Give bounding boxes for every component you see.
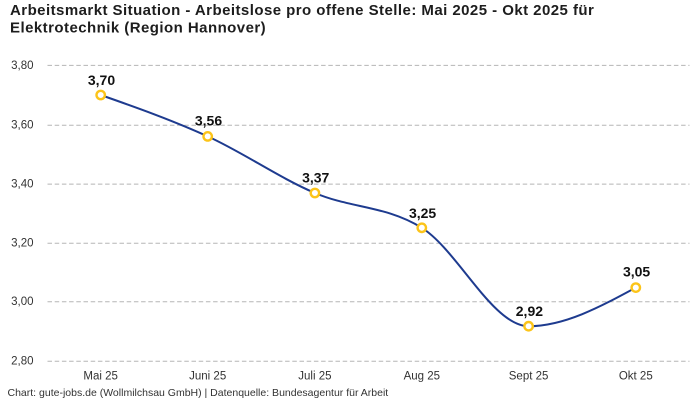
svg-text:Juli 25: Juli 25 (298, 371, 331, 383)
svg-text:Okt 25: Okt 25 (619, 371, 653, 383)
svg-text:Mai 25: Mai 25 (83, 371, 118, 383)
svg-text:2,80: 2,80 (11, 356, 33, 368)
svg-text:3,70: 3,70 (88, 72, 115, 88)
svg-text:Arbeitsmarkt Situation - Arbei: Arbeitsmarkt Situation - Arbeitslose pro… (10, 2, 594, 19)
svg-text:3,20: 3,20 (11, 238, 33, 250)
svg-text:Sept 25: Sept 25 (509, 371, 549, 383)
svg-text:3,05: 3,05 (623, 264, 650, 280)
svg-text:2,92: 2,92 (516, 303, 543, 319)
svg-text:3,60: 3,60 (11, 120, 33, 132)
svg-text:3,80: 3,80 (11, 60, 33, 72)
svg-text:3,40: 3,40 (11, 179, 33, 191)
svg-text:3,37: 3,37 (302, 170, 329, 186)
svg-text:Elektrotechnik (Region Hannove: Elektrotechnik (Region Hannover) (10, 20, 266, 37)
svg-text:Chart: gute-jobs.de (Wollmilch: Chart: gute-jobs.de (Wollmilchsau GmbH) … (8, 387, 389, 399)
svg-text:Juni 25: Juni 25 (189, 371, 226, 383)
svg-text:3,00: 3,00 (11, 296, 33, 308)
svg-text:3,56: 3,56 (195, 113, 222, 129)
svg-text:Aug 25: Aug 25 (404, 371, 440, 383)
svg-text:3,25: 3,25 (409, 205, 436, 221)
